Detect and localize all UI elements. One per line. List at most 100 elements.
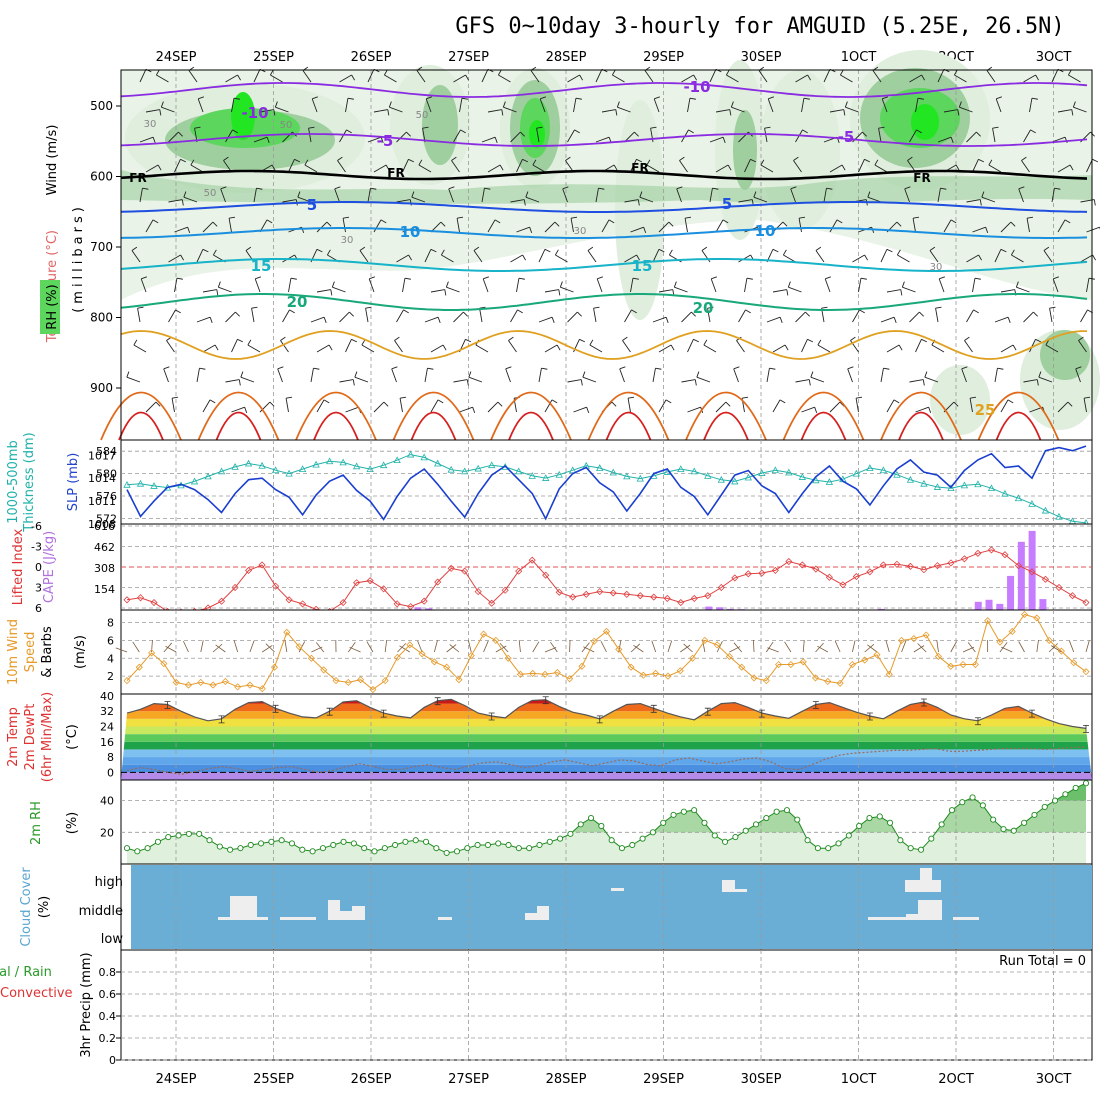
wind-barb (684, 218, 688, 233)
wind-barb-flag (1038, 371, 1042, 378)
wind-barb (1086, 278, 1090, 293)
wind-barb-flag (499, 164, 504, 171)
wind-barb-flag (981, 191, 985, 198)
wind-barb (964, 340, 973, 353)
wind-10m-speed-point (1057, 647, 1065, 655)
wind-10m-barb (384, 640, 388, 653)
wind-barb-flag (266, 137, 270, 144)
lifted-index-tick-label: 3 (35, 582, 42, 595)
wind-barb-flag (793, 156, 799, 161)
wind-barb (758, 70, 768, 83)
wind-barb-flag (896, 249, 901, 256)
cape-bar (726, 608, 734, 610)
lifted-index-point (785, 557, 793, 566)
lifted-index-point (380, 585, 388, 593)
wind-barb-flag (522, 158, 529, 163)
wind-barb (972, 278, 976, 293)
wind-barb (601, 109, 616, 113)
thickness-point (866, 464, 874, 471)
rh-2m-point (691, 807, 698, 814)
wind-barb (995, 98, 1002, 113)
temperature-tick-label: 40 (100, 690, 114, 703)
rh-2m-point (165, 834, 172, 841)
wind-barb-flag (330, 289, 333, 296)
wind-10m-speed-point (885, 670, 893, 678)
wind-barb (231, 406, 245, 413)
wind-barb-flag (404, 277, 411, 280)
wind-barb (277, 368, 283, 383)
wind-barb (510, 309, 518, 323)
wind-10m-barb (630, 643, 641, 653)
temperature-minmax-bar (650, 704, 657, 713)
wind-barb-flag (155, 401, 161, 407)
lifted-index-point (434, 578, 442, 586)
lifted-index-point (717, 583, 725, 592)
wind-barb (1057, 401, 1069, 413)
wind-barb (544, 289, 559, 293)
rh-2m-point (278, 837, 285, 844)
wind-barb (459, 98, 463, 113)
isotherm-label: FR (129, 171, 146, 185)
thickness-point (812, 476, 820, 484)
wind-barb-flag (772, 248, 779, 253)
rh-2m-point (206, 837, 213, 844)
wind-barb-flag (403, 309, 409, 314)
wind-10m-speed-point (811, 674, 820, 682)
wind-barb (394, 340, 403, 353)
wind-barb (994, 316, 1009, 323)
wind-barb (1000, 344, 1014, 353)
wind-barb-flag (798, 216, 806, 219)
wind-barb-flag (183, 191, 187, 198)
rh-2m-point (876, 813, 883, 820)
rh-area-30 (930, 365, 990, 435)
wind-barb (696, 376, 711, 383)
wind-barb (510, 254, 523, 263)
isotherm-35-arch (605, 411, 652, 441)
wind-10m-barb (397, 643, 407, 653)
wind-barb (772, 221, 784, 233)
wind-barb-flag (247, 339, 252, 346)
wind-barb-flag (847, 366, 854, 370)
wind-barb (525, 196, 540, 203)
wind-barb-flag (727, 164, 732, 171)
lifted-index-point (812, 565, 820, 573)
wind-barb-flag (782, 221, 788, 227)
wind-barb-flag (836, 219, 843, 224)
wind-barb (259, 109, 274, 113)
wind-barb-flag (693, 338, 700, 343)
wind-barb-flag (1035, 338, 1042, 343)
wind-barb (424, 368, 428, 383)
wind-barb (881, 98, 888, 113)
wind-barb (479, 308, 483, 323)
rh-2m-point (763, 814, 770, 822)
wind-barb (847, 368, 853, 383)
rh-2m-point (557, 835, 564, 842)
wind-barb-flag (559, 281, 563, 288)
rh-2m-point (701, 819, 708, 826)
wind-10m-barb (702, 640, 706, 653)
lifted-index-point (528, 556, 536, 564)
wind-barb (1057, 109, 1072, 113)
wind-barb (710, 278, 717, 293)
wind-10m-speed-point (479, 630, 488, 638)
wind-speed-tick-label: 4 (107, 652, 114, 665)
cloud-block (953, 917, 979, 920)
wind-barb-flag (463, 311, 468, 317)
wind-barb-flag (957, 109, 960, 116)
wind-10m-barb (132, 641, 140, 653)
wind-barb (311, 98, 318, 113)
wind-10m-speed-point (996, 638, 1004, 646)
wind-10m-speed-point (1020, 610, 1029, 619)
rh-2m-point (258, 840, 265, 847)
thickness-point (1041, 506, 1050, 514)
wind-barb-flag (294, 158, 301, 163)
wind-barb (824, 278, 831, 293)
wind-10m-barb (165, 646, 177, 653)
wind-barb (815, 250, 825, 263)
wind-barb-flag (518, 277, 525, 280)
wind-barb (1086, 159, 1093, 173)
wind-barb (368, 278, 375, 293)
wind-barb-flag (228, 216, 236, 219)
rh-2m-point (361, 845, 368, 852)
thickness-point (271, 466, 280, 474)
